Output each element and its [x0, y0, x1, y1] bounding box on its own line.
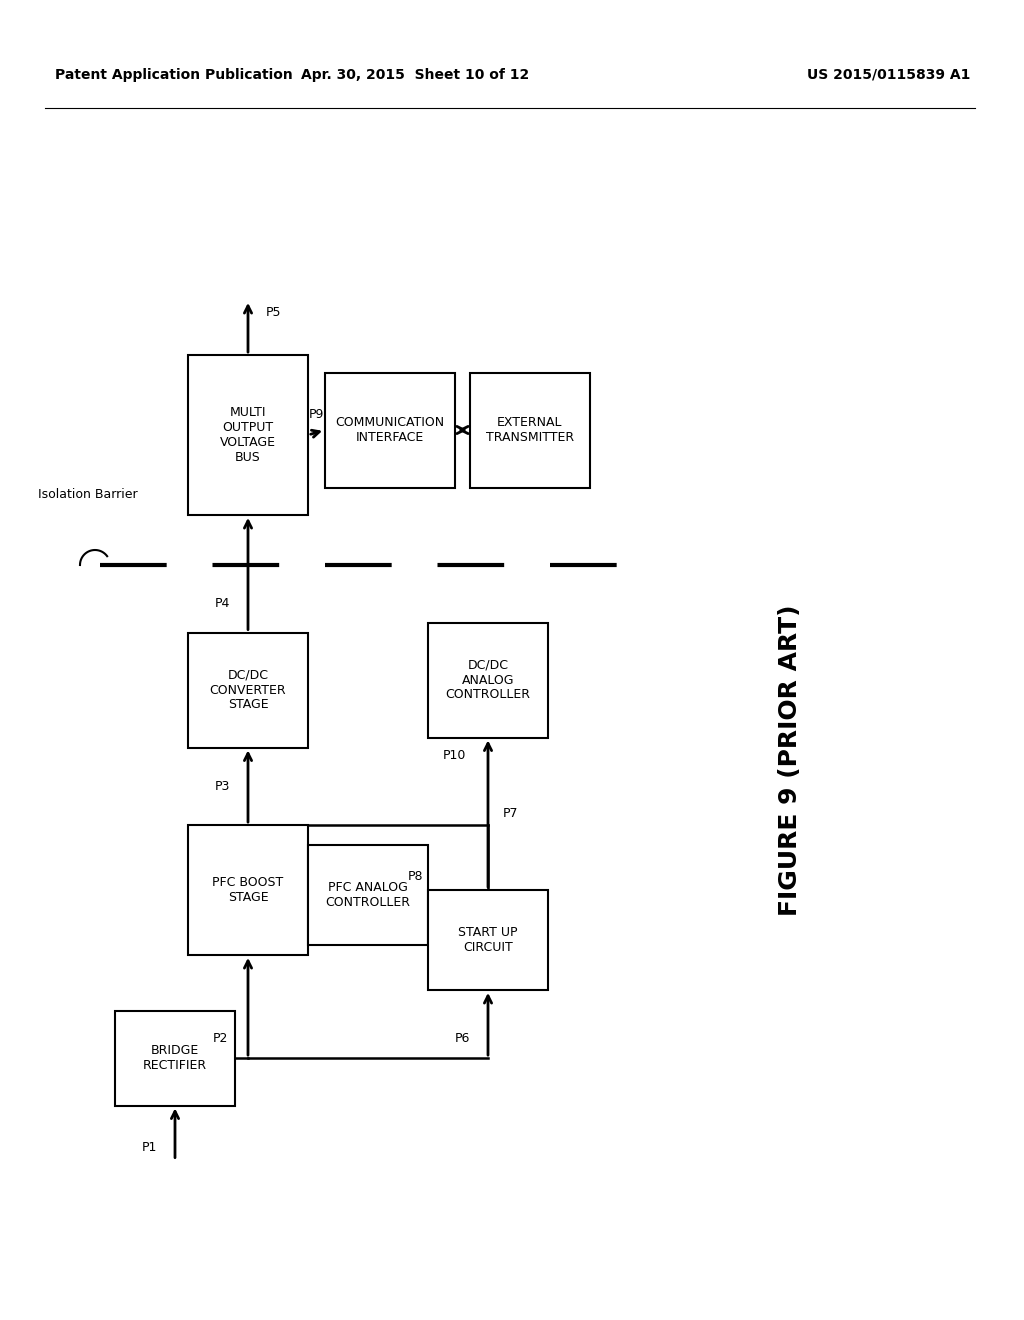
Text: US 2015/0115839 A1: US 2015/0115839 A1 — [807, 69, 970, 82]
FancyBboxPatch shape — [325, 372, 455, 487]
FancyBboxPatch shape — [308, 845, 428, 945]
Text: P2: P2 — [213, 1031, 228, 1044]
Text: PFC BOOST
STAGE: PFC BOOST STAGE — [212, 876, 284, 904]
Text: P9: P9 — [309, 408, 325, 421]
Text: EXTERNAL
TRANSMITTER: EXTERNAL TRANSMITTER — [486, 416, 574, 444]
Text: DC/DC
CONVERTER
STAGE: DC/DC CONVERTER STAGE — [210, 668, 287, 711]
Text: P4: P4 — [215, 597, 230, 610]
FancyBboxPatch shape — [470, 372, 590, 487]
Text: P7: P7 — [503, 808, 518, 820]
FancyBboxPatch shape — [428, 623, 548, 738]
Text: FIGURE 9 (PRIOR ART): FIGURE 9 (PRIOR ART) — [778, 605, 802, 916]
FancyBboxPatch shape — [115, 1011, 234, 1106]
Text: Isolation Barrier: Isolation Barrier — [38, 488, 138, 502]
Text: Apr. 30, 2015  Sheet 10 of 12: Apr. 30, 2015 Sheet 10 of 12 — [301, 69, 529, 82]
Text: Patent Application Publication: Patent Application Publication — [55, 69, 293, 82]
Text: COMMUNICATION
INTERFACE: COMMUNICATION INTERFACE — [336, 416, 444, 444]
Text: P8: P8 — [408, 870, 423, 883]
Text: START UP
CIRCUIT: START UP CIRCUIT — [459, 927, 518, 954]
Text: PFC ANALOG
CONTROLLER: PFC ANALOG CONTROLLER — [326, 880, 411, 909]
FancyBboxPatch shape — [188, 632, 308, 747]
Text: MULTI
OUTPUT
VOLTAGE
BUS: MULTI OUTPUT VOLTAGE BUS — [220, 407, 276, 465]
Text: P1: P1 — [141, 1140, 157, 1154]
Text: P6: P6 — [455, 1031, 470, 1044]
Text: BRIDGE
RECTIFIER: BRIDGE RECTIFIER — [143, 1044, 207, 1072]
FancyBboxPatch shape — [188, 355, 308, 515]
Text: P10: P10 — [442, 748, 466, 762]
FancyBboxPatch shape — [188, 825, 308, 954]
Text: P5: P5 — [266, 306, 282, 319]
Text: DC/DC
ANALOG
CONTROLLER: DC/DC ANALOG CONTROLLER — [445, 659, 530, 701]
Text: P3: P3 — [215, 780, 230, 793]
FancyBboxPatch shape — [428, 890, 548, 990]
